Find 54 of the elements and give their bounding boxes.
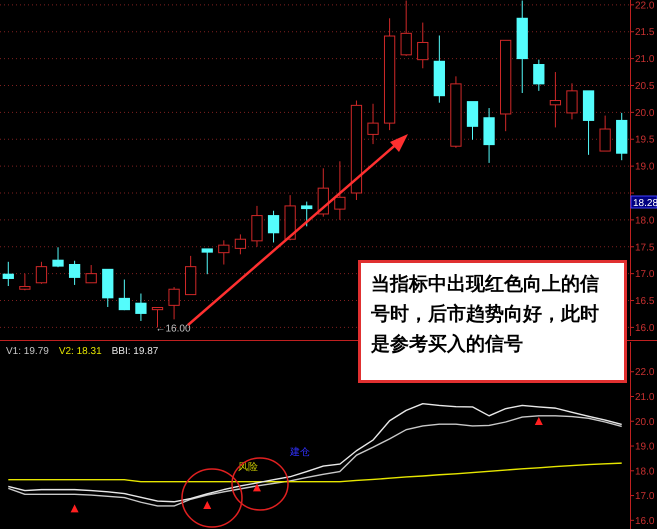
annotation: ←16.00 bbox=[156, 323, 191, 334]
y-tick-label: 17.0 bbox=[635, 269, 655, 280]
candlestick bbox=[550, 72, 562, 128]
candlestick bbox=[533, 59, 544, 92]
y-tick-label: 17.0 bbox=[635, 491, 655, 502]
y-tick-label: 18.0 bbox=[635, 215, 655, 226]
text: V2: 18.31 bbox=[58, 346, 102, 357]
y-tick-label: 21.0 bbox=[635, 392, 655, 403]
y-tick-label: 20.5 bbox=[635, 80, 655, 92]
candlestick bbox=[301, 201, 312, 227]
candlestick bbox=[400, 0, 412, 56]
point bbox=[534, 417, 543, 425]
y-tick-label: 18.0 bbox=[635, 466, 655, 478]
candlestick bbox=[268, 210, 280, 243]
candlestick bbox=[417, 22, 428, 69]
y-tick-label: 19.5 bbox=[635, 134, 655, 146]
candlestick bbox=[118, 279, 130, 311]
line-series bbox=[8, 462, 622, 482]
y-tick-label: 17.5 bbox=[635, 242, 655, 254]
candlestick bbox=[86, 264, 97, 284]
y-tick-label: 16.5 bbox=[635, 296, 655, 308]
y-tick-label: 20.0 bbox=[635, 108, 655, 119]
candlestick bbox=[202, 248, 213, 275]
text: BBI: 19.87 bbox=[112, 346, 159, 357]
y-tick-label: 22.0 bbox=[635, 367, 655, 378]
text: V1: 19.79 bbox=[6, 346, 50, 357]
candlestick bbox=[566, 82, 578, 120]
y-tick-label: 16.0 bbox=[635, 322, 655, 334]
candlestick bbox=[599, 115, 611, 152]
candlestick bbox=[68, 260, 80, 286]
y-tick-label: 20.0 bbox=[635, 416, 655, 428]
point bbox=[252, 483, 261, 492]
y-tick-label: 22.0 bbox=[635, 0, 655, 12]
annotation: 当指标中出现红色向上的信号时，后市趋势向好，此时是参考买入的信号 bbox=[358, 260, 627, 383]
candlestick bbox=[19, 273, 31, 291]
candlestick bbox=[36, 261, 48, 284]
candlestick bbox=[168, 286, 180, 320]
candlestick bbox=[367, 103, 379, 145]
line-series bbox=[8, 402, 622, 502]
candlestick bbox=[334, 160, 346, 220]
y-tick-label: 19.0 bbox=[635, 442, 655, 453]
point bbox=[203, 500, 212, 509]
y-tick-label: 16.0 bbox=[635, 516, 655, 527]
candlestick bbox=[234, 234, 246, 255]
point bbox=[70, 504, 79, 512]
candlestick bbox=[52, 246, 64, 268]
candlestick bbox=[218, 240, 230, 265]
annotation: 建仓 bbox=[289, 446, 310, 458]
y-tick-label: 19.0 bbox=[635, 162, 655, 173]
y-tick-label: 21.5 bbox=[635, 27, 655, 38]
y-tick-label: 21.0 bbox=[635, 54, 655, 66]
candlestick bbox=[135, 293, 147, 322]
line-series bbox=[8, 415, 622, 507]
candlestick bbox=[2, 261, 14, 287]
